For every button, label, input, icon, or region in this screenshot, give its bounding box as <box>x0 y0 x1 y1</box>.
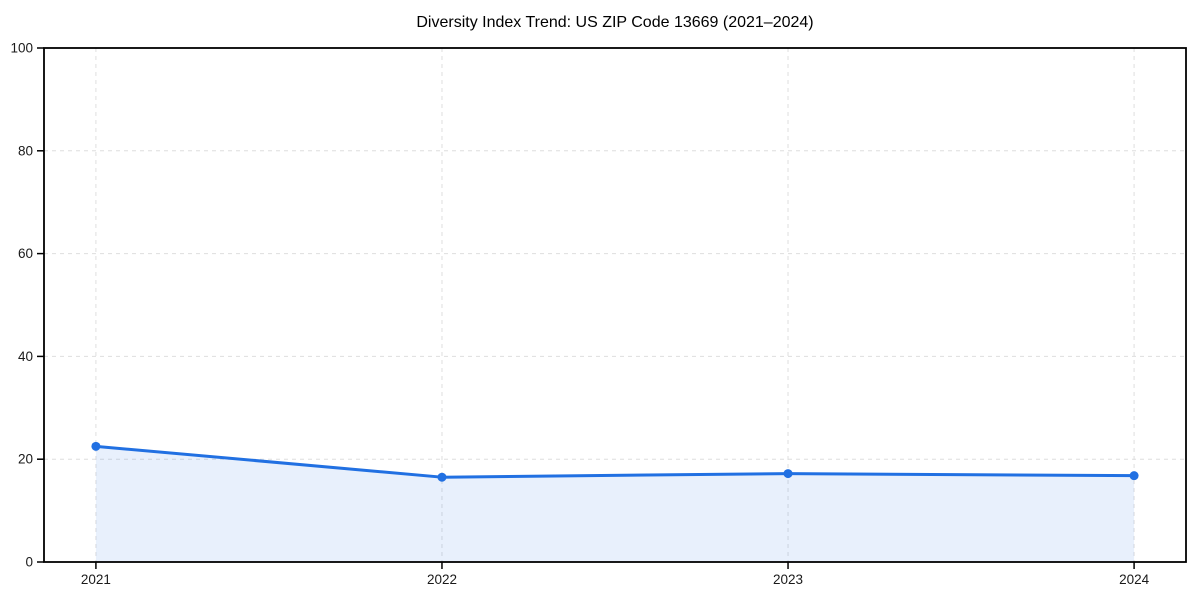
y-tick-label: 0 <box>25 555 33 570</box>
y-tick-label: 100 <box>10 41 33 56</box>
y-tick-label: 20 <box>18 452 33 467</box>
data-point-marker <box>1129 471 1139 481</box>
y-tick-label: 60 <box>18 246 33 261</box>
area-fill <box>95 446 1135 562</box>
x-tick-label: 2021 <box>81 572 111 587</box>
axes-frame <box>43 47 1187 563</box>
x-tick-label: 2022 <box>427 572 457 587</box>
data-point-marker <box>437 472 447 482</box>
data-point-marker <box>783 469 793 479</box>
data-point-marker <box>91 441 101 451</box>
x-tick-label: 2023 <box>773 572 803 587</box>
chart-title: Diversity Index Trend: US ZIP Code 13669… <box>416 14 814 31</box>
x-tick-label: 2024 <box>1119 572 1150 587</box>
y-tick-label: 40 <box>18 349 33 364</box>
y-tick-label: 80 <box>18 143 33 158</box>
trend-line <box>94 444 1136 479</box>
